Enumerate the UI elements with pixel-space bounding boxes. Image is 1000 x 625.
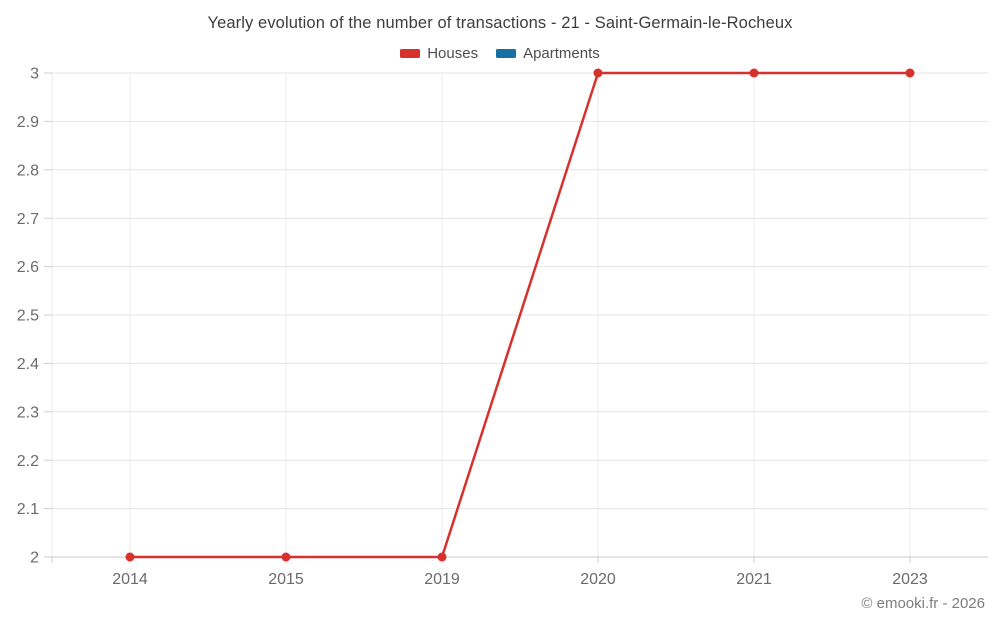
y-axis-tick-label: 2.9 — [17, 114, 39, 131]
y-axis-tick-label: 2.3 — [17, 404, 39, 421]
y-axis-tick-label: 2.6 — [17, 259, 39, 276]
chart-title: Yearly evolution of the number of transa… — [207, 14, 793, 32]
data-point-houses[interactable] — [749, 68, 759, 78]
y-axis-tick-label: 2.5 — [17, 308, 39, 325]
data-point-houses[interactable] — [281, 552, 291, 562]
copyright-watermark: © emooki.fr - 2026 — [861, 595, 985, 612]
y-axis-tick-label: 2.4 — [17, 356, 39, 373]
apartments-series-swatch-icon — [496, 49, 517, 58]
legend: Houses Apartments — [0, 45, 1000, 62]
x-axis-tick-label: 2023 — [892, 571, 928, 588]
legend-label-houses: Houses — [427, 45, 479, 62]
legend-item-apartments[interactable]: Apartments — [496, 45, 600, 62]
y-axis-tick-label: 2.7 — [17, 211, 39, 228]
data-point-houses[interactable] — [437, 552, 447, 562]
series-line-houses — [128, 71, 912, 559]
y-axis-tick-label: 3 — [30, 66, 39, 83]
y-axis-tick-label: 2.2 — [17, 453, 39, 470]
x-axis-tick-label: 2019 — [424, 571, 460, 588]
y-axis-tick-label: 2.8 — [17, 162, 39, 179]
y-axis-tick-label: 2.1 — [17, 501, 39, 518]
legend-label-apartments: Apartments — [523, 45, 600, 62]
x-axis-tick-label: 2021 — [736, 571, 772, 588]
x-axis-tick-label: 2015 — [268, 571, 304, 588]
houses-series-swatch-icon — [400, 49, 421, 58]
data-point-houses[interactable] — [125, 552, 135, 562]
data-point-houses[interactable] — [593, 68, 603, 78]
y-axis-tick-label: 2 — [30, 550, 39, 567]
data-point-houses[interactable] — [905, 68, 915, 78]
legend-item-houses[interactable]: Houses — [400, 45, 478, 62]
x-axis-tick-label: 2014 — [112, 571, 148, 588]
x-axis-tick-label: 2020 — [580, 571, 616, 588]
